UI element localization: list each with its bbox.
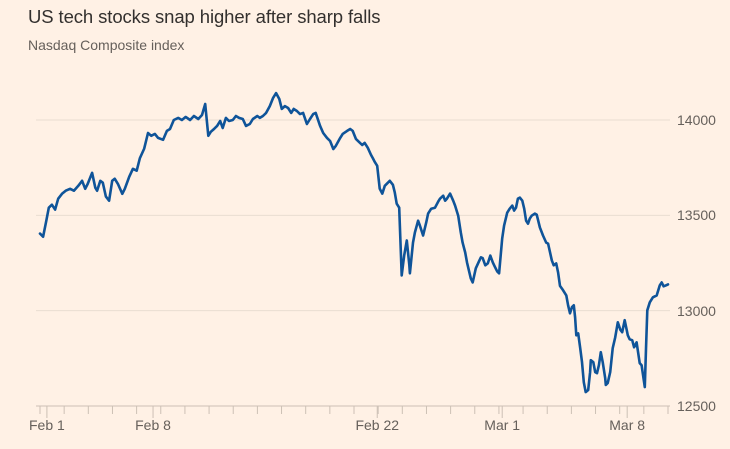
y-axis-label: 13500 xyxy=(677,207,716,224)
y-axis-label: 14000 xyxy=(677,112,716,128)
x-axis-label: Mar 1 xyxy=(484,417,521,433)
x-axis-label: Mar 8 xyxy=(609,417,646,433)
chart-subtitle: Nasdaq Composite index xyxy=(28,37,185,53)
y-axis-label: 12500 xyxy=(677,398,716,414)
x-axis-label: Feb 1 xyxy=(29,417,65,433)
y-axis-label: 13000 xyxy=(677,302,716,319)
x-axis-label: Feb 22 xyxy=(355,417,400,433)
price-line xyxy=(38,91,670,394)
x-axis-label: Feb 8 xyxy=(135,417,171,433)
chart-title: US tech stocks snap higher after sharp f… xyxy=(28,6,381,27)
